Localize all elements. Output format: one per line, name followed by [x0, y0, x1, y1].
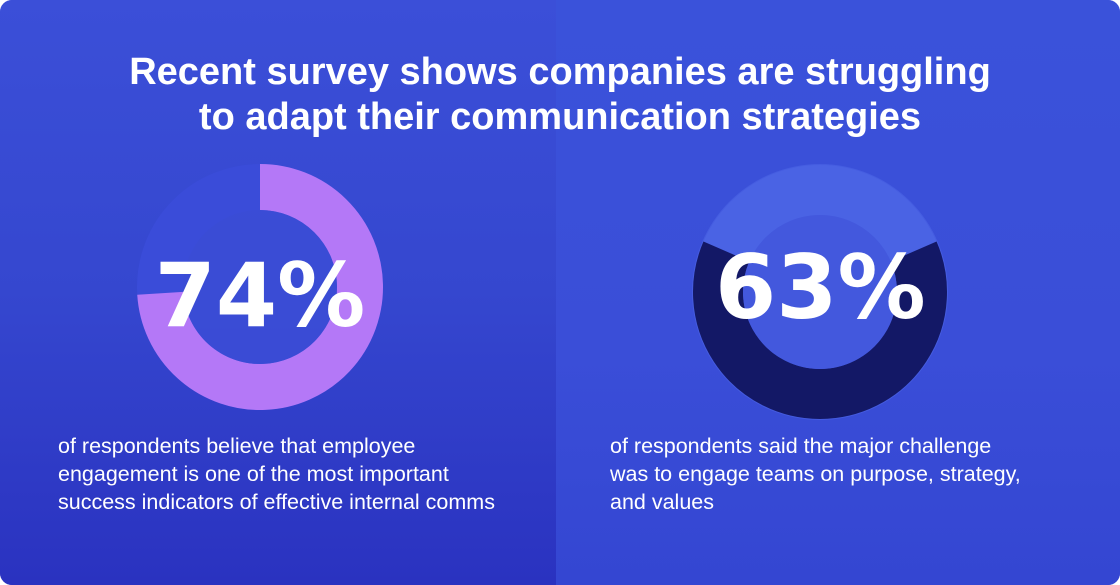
stat-description-left: of respondents believe that employee eng… — [58, 432, 548, 516]
donut-hole — [183, 210, 337, 364]
stat-value-left: 74% — [154, 244, 366, 347]
title-line-1: Recent survey shows companies are strugg… — [129, 51, 991, 93]
stat-value-right: 63% — [715, 236, 926, 339]
desc-right-line-1: of respondents said the major challenge — [610, 434, 992, 458]
desc-right-line-3: and values — [610, 490, 714, 514]
stat-description-right: of respondents said the major challenge … — [610, 432, 1080, 516]
desc-left-line-1: of respondents believe that employee — [58, 434, 416, 458]
donut-hole — [743, 215, 897, 369]
desc-left-line-3: success indicators of effective internal… — [58, 490, 495, 514]
desc-left-line-2: engagement is one of the most important — [58, 462, 449, 486]
donut-slice-value — [693, 241, 947, 419]
donut-slice-value — [137, 164, 383, 410]
title-line-2: to adapt their communication strategies — [198, 96, 922, 138]
donut-chart-right — [692, 164, 948, 420]
desc-right-line-2: was to engage teams on purpose, strategy… — [610, 462, 1021, 486]
donut-chart-left — [137, 164, 383, 410]
page-title: Recent survey shows companies are strugg… — [40, 50, 1080, 140]
